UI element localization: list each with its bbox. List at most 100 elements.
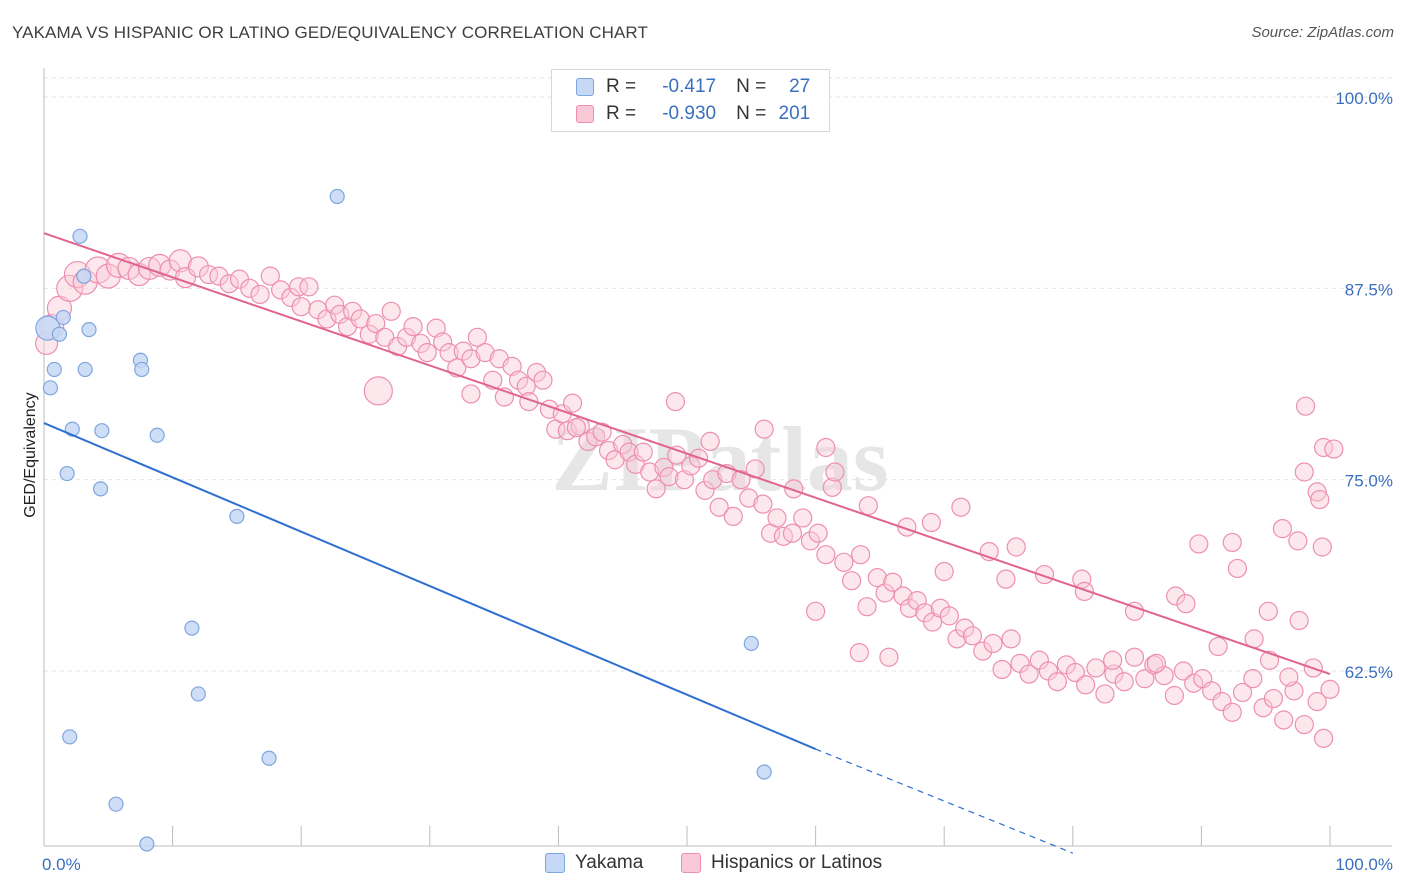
yakama-legend-swatch <box>545 853 565 873</box>
hispanics-point <box>793 508 813 528</box>
yakama-point <box>149 427 165 443</box>
legend-r-label: R = <box>606 76 637 97</box>
legend-n-label: N = <box>736 103 767 124</box>
hispanics-point <box>516 376 536 396</box>
point-layer <box>34 188 1344 852</box>
hispanics-point <box>867 568 887 588</box>
hispanics-point <box>1232 682 1253 703</box>
hispanics-point <box>1135 669 1155 689</box>
yakama-point <box>329 188 345 205</box>
hispanics-point <box>343 301 363 321</box>
hispanics-point <box>739 488 759 508</box>
hispanics-point <box>1166 586 1186 606</box>
hispanics-point <box>983 633 1003 654</box>
hispanics-point <box>962 626 983 646</box>
hispanics-point <box>767 508 787 528</box>
yakama-trend-line <box>43 422 816 750</box>
hispanics-point <box>1047 672 1067 692</box>
hispanics-point <box>299 277 319 297</box>
yakama-point <box>59 465 75 482</box>
yakama-point <box>51 326 68 342</box>
hispanics-point <box>187 256 209 278</box>
hispanics-point <box>366 313 386 334</box>
hispanics-point <box>1274 710 1294 730</box>
hispanics-point <box>665 392 686 412</box>
hispanics-point <box>805 601 826 621</box>
hispanics-point <box>1001 629 1021 649</box>
yakama-point <box>42 380 59 396</box>
hispanics-point <box>1124 601 1145 621</box>
yakama-point <box>62 729 78 745</box>
y-tick-label: 62.5% <box>1345 663 1393 682</box>
hispanics-legend-label: Hispanics or Latinos <box>711 852 883 873</box>
hispanics-point <box>1313 437 1334 458</box>
hispanics-point <box>592 422 612 442</box>
hispanics-point <box>1288 531 1308 551</box>
hispanics-point <box>899 598 920 618</box>
yakama-point <box>139 836 155 852</box>
yakama-point <box>261 750 277 766</box>
hispanics-point <box>992 659 1012 680</box>
yakama-point <box>76 268 92 284</box>
hispanics-swatch <box>576 105 594 123</box>
x-tick-label-min: 0.0% <box>42 855 81 874</box>
hispanics-point <box>219 274 239 294</box>
hispanics-point <box>640 462 660 482</box>
hispanics-point <box>825 462 845 482</box>
hispanics-point <box>1258 601 1278 621</box>
hispanics-point <box>1065 662 1085 683</box>
hispanics-point <box>566 418 587 438</box>
yakama-point <box>134 361 150 378</box>
hispanics-point <box>996 569 1016 589</box>
hispanics-point <box>1173 661 1193 681</box>
hispanics-point <box>1114 672 1134 692</box>
hispanics-point <box>816 545 836 565</box>
hispanics-point <box>1208 636 1228 657</box>
hispanics-point <box>1086 658 1106 678</box>
hispanics-point <box>1222 702 1242 722</box>
yakama-point <box>229 508 245 525</box>
grid-layer <box>44 77 1392 672</box>
yakama-point <box>184 620 200 636</box>
yakama-legend-label: Yakama <box>575 852 644 873</box>
series-legend-yakama[interactable]: Yakama <box>545 852 643 874</box>
legend-n-value-hispanics: 201 <box>778 103 811 124</box>
hispanics-point <box>1076 675 1096 695</box>
legend-row-hispanics: R = -0.930 N = 201 <box>576 102 810 126</box>
yakama-point <box>743 635 759 652</box>
hispanics-point <box>703 470 723 490</box>
hispanics-point <box>1176 594 1196 614</box>
hispanics-point <box>879 647 899 667</box>
hispanics-point <box>1074 581 1094 602</box>
hispanics-point <box>808 523 828 543</box>
hispanics-point <box>681 456 701 476</box>
hispanics-point <box>467 327 487 347</box>
hispanics-point <box>857 597 877 617</box>
hispanics-point <box>461 349 481 369</box>
tick-label-layer: 62.5% 75.0% 87.5% 100.0% 0.0% 100.0% <box>42 89 1393 874</box>
hispanics-point <box>1227 558 1248 579</box>
hispanics-point <box>526 362 547 383</box>
yakama-point <box>190 686 206 702</box>
hispanics-point <box>1289 610 1309 631</box>
yakama-point <box>55 309 71 326</box>
source-credit: Source: ZipAtlas.com <box>1251 24 1394 41</box>
hispanics-point <box>1243 669 1263 689</box>
hispanics-point <box>1294 714 1314 735</box>
hispanics-point <box>439 343 459 363</box>
hispanics-point <box>1006 537 1026 557</box>
hispanics-point <box>199 264 219 285</box>
yakama-point <box>108 796 124 812</box>
yakama-point <box>77 361 93 378</box>
hispanics-point <box>834 552 854 572</box>
hispanics-point <box>893 586 913 606</box>
hispanics-point <box>168 249 192 273</box>
series-legend-hispanics[interactable]: Hispanics or Latinos <box>681 852 882 874</box>
hispanics-point <box>951 497 971 517</box>
hispanics-point <box>533 370 553 390</box>
hispanics-point <box>1095 684 1115 704</box>
hispanics-point <box>947 629 967 649</box>
hispanics-point <box>723 506 743 527</box>
y-tick-label: 100.0% <box>1335 89 1393 108</box>
